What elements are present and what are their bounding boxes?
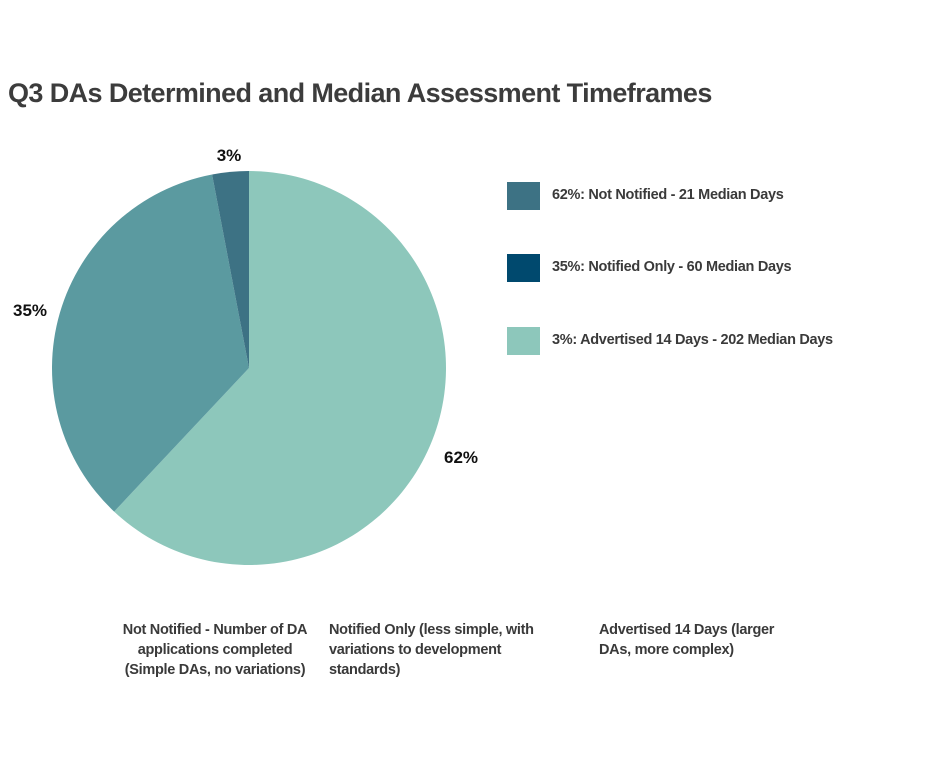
- legend-swatch-notified-only: [507, 254, 540, 282]
- legend-swatch-advertised: [507, 327, 540, 355]
- pie-slice-notified-only: [51, 174, 249, 512]
- slice-label-not-notified: 62%: [444, 448, 478, 467]
- slice-label-notified-only: 35%: [13, 301, 47, 320]
- note-advertised: Advertised 14 Days (larger DAs, more com…: [599, 622, 775, 658]
- note-not-notified: Not Notified - Number of DA applications…: [122, 622, 308, 678]
- pie-slice-not-notified: [114, 171, 446, 565]
- pie-slice-advertised: [212, 171, 249, 368]
- slice-label-advertised: 3%: [217, 146, 242, 165]
- legend-item-not-notified: 62%: Not Notified - 21 Median Days: [507, 182, 887, 210]
- legend-label-not-notified: 62%: Not Notified - 21 Median Days: [552, 187, 784, 203]
- legend-item-advertised: 3%: Advertised 14 Days - 202 Median Days: [507, 327, 887, 355]
- chart-title: Q3 DAs Determined and Median Assessment …: [8, 78, 712, 108]
- legend-label-notified-only: 35%: Notified Only - 60 Median Days: [552, 259, 792, 275]
- legend-label-advertised: 3%: Advertised 14 Days - 202 Median Days: [552, 332, 833, 348]
- legend-item-notified-only: 35%: Notified Only - 60 Median Days: [507, 254, 887, 282]
- legend-swatch-not-notified: [507, 182, 540, 210]
- note-notified-only: Notified Only (less simple, with variati…: [329, 622, 534, 678]
